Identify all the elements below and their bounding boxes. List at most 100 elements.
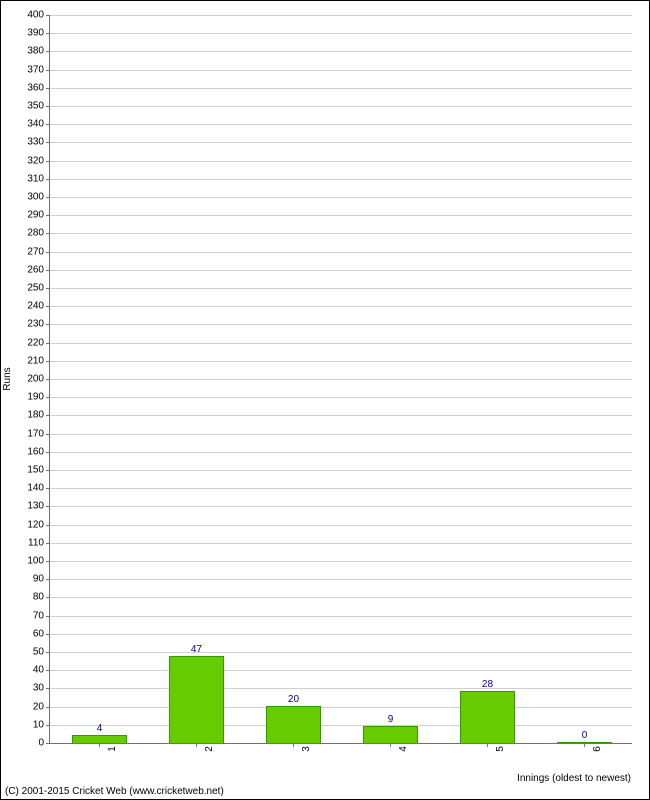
y-tick-label: 350	[27, 101, 50, 112]
gridline	[50, 161, 632, 162]
y-tick-label: 370	[27, 64, 50, 75]
y-tick-label: 60	[33, 628, 50, 639]
y-tick-label: 380	[27, 46, 50, 57]
y-tick-label: 190	[27, 392, 50, 403]
gridline	[50, 252, 632, 253]
gridline	[50, 688, 632, 689]
y-tick-label: 310	[27, 173, 50, 184]
gridline	[50, 324, 632, 325]
bar-value-label: 0	[582, 730, 588, 743]
y-tick-label: 280	[27, 228, 50, 239]
bar: 4	[72, 735, 127, 743]
y-tick-label: 170	[27, 428, 50, 439]
y-tick-label: 230	[27, 319, 50, 330]
gridline	[50, 543, 632, 544]
y-tick-label: 200	[27, 374, 50, 385]
bar: 9	[363, 726, 418, 743]
gridline	[50, 197, 632, 198]
plot-area: 0102030405060708090100110120130140150160…	[49, 15, 632, 744]
bar-value-label: 47	[191, 644, 202, 657]
gridline	[50, 470, 632, 471]
y-tick-label: 10	[33, 719, 50, 730]
gridline	[50, 379, 632, 380]
y-tick-label: 30	[33, 683, 50, 694]
y-tick-label: 220	[27, 337, 50, 348]
gridline	[50, 561, 632, 562]
gridline	[50, 33, 632, 34]
gridline	[50, 415, 632, 416]
gridline	[50, 70, 632, 71]
gridline	[50, 343, 632, 344]
bar: 28	[460, 691, 515, 743]
gridline	[50, 634, 632, 635]
bar-value-label: 9	[388, 714, 394, 727]
x-tick-label: 2	[190, 746, 215, 752]
y-tick-label: 180	[27, 410, 50, 421]
bar: 0	[557, 742, 612, 743]
y-tick-label: 360	[27, 82, 50, 93]
y-tick-label: 240	[27, 301, 50, 312]
gridline	[50, 488, 632, 489]
x-tick-label: 3	[287, 746, 312, 752]
gridline	[50, 525, 632, 526]
x-axis-title: Innings (oldest to newest)	[517, 773, 631, 784]
gridline	[50, 670, 632, 671]
bar-value-label: 20	[288, 694, 299, 707]
gridline	[50, 51, 632, 52]
y-tick-label: 210	[27, 355, 50, 366]
gridline	[50, 15, 632, 16]
y-tick-label: 140	[27, 483, 50, 494]
gridline	[50, 288, 632, 289]
x-tick-label: 6	[578, 746, 603, 752]
y-tick-label: 250	[27, 283, 50, 294]
y-tick-label: 50	[33, 647, 50, 658]
gridline	[50, 397, 632, 398]
gridline	[50, 652, 632, 653]
gridline	[50, 725, 632, 726]
gridline	[50, 452, 632, 453]
y-tick-label: 110	[28, 537, 50, 548]
y-tick-label: 40	[33, 665, 50, 676]
y-tick-label: 320	[27, 155, 50, 166]
gridline	[50, 306, 632, 307]
gridline	[50, 124, 632, 125]
gridline	[50, 142, 632, 143]
y-tick-label: 300	[27, 192, 50, 203]
y-tick-label: 100	[27, 556, 50, 567]
x-tick-label: 4	[384, 746, 409, 752]
gridline	[50, 579, 632, 580]
copyright-text: (C) 2001-2015 Cricket Web (www.cricketwe…	[5, 786, 224, 797]
gridline	[50, 361, 632, 362]
gridline	[50, 233, 632, 234]
y-tick-label: 400	[27, 10, 50, 21]
y-tick-label: 130	[27, 501, 50, 512]
y-tick-label: 20	[33, 701, 50, 712]
y-tick-label: 70	[33, 610, 50, 621]
y-tick-label: 330	[27, 137, 50, 148]
y-tick-label: 150	[27, 465, 50, 476]
gridline	[50, 106, 632, 107]
y-tick-label: 120	[27, 519, 50, 530]
y-tick-label: 260	[27, 264, 50, 275]
gridline	[50, 506, 632, 507]
y-axis-title: Runs	[2, 367, 13, 390]
y-tick-label: 270	[27, 246, 50, 257]
gridline	[50, 179, 632, 180]
y-tick-label: 80	[33, 592, 50, 603]
y-tick-label: 90	[33, 574, 50, 585]
gridline	[50, 270, 632, 271]
bar: 47	[169, 656, 224, 743]
gridline	[50, 434, 632, 435]
gridline	[50, 707, 632, 708]
bar-value-label: 4	[97, 723, 103, 736]
x-tick-label: 5	[481, 746, 506, 752]
gridline	[50, 597, 632, 598]
gridline	[50, 616, 632, 617]
y-tick-label: 290	[27, 210, 50, 221]
bar-value-label: 28	[482, 679, 493, 692]
gridline	[50, 215, 632, 216]
y-tick-label: 390	[27, 28, 50, 39]
y-tick-label: 0	[38, 738, 50, 749]
y-tick-label: 340	[27, 119, 50, 130]
x-tick-label: 1	[93, 746, 118, 752]
